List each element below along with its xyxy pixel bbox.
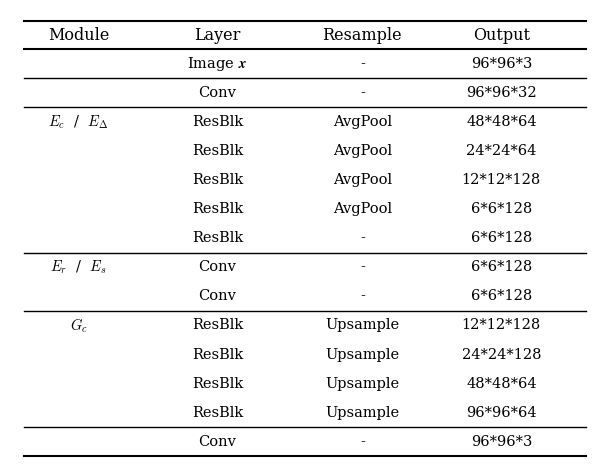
Text: $G_c$: $G_c$	[69, 316, 88, 335]
Text: Module: Module	[48, 27, 109, 44]
Text: Upsample: Upsample	[326, 406, 399, 420]
Text: ResBlk: ResBlk	[192, 202, 243, 216]
Text: 6*6*128: 6*6*128	[471, 231, 532, 245]
Text: $E_c$  /  $E_{\Delta}$: $E_c$ / $E_{\Delta}$	[48, 113, 109, 131]
Text: Conv: Conv	[199, 260, 236, 274]
Text: ResBlk: ResBlk	[192, 173, 243, 187]
Text: Layer: Layer	[194, 27, 240, 44]
Text: ResBlk: ResBlk	[192, 144, 243, 158]
Text: ResBlk: ResBlk	[192, 348, 243, 361]
Text: ResBlk: ResBlk	[192, 318, 243, 332]
Text: Image $\boldsymbol{x}$: Image $\boldsymbol{x}$	[187, 55, 248, 73]
Text: -: -	[360, 86, 365, 100]
Text: Upsample: Upsample	[326, 318, 399, 332]
Text: 48*48*64: 48*48*64	[466, 377, 536, 391]
Text: $E_r$  /  $E_s$: $E_r$ / $E_s$	[50, 258, 107, 276]
Text: ResBlk: ResBlk	[192, 406, 243, 420]
Text: -: -	[360, 231, 365, 245]
Text: -: -	[360, 289, 365, 303]
Text: AvgPool: AvgPool	[333, 115, 392, 129]
Text: 6*6*128: 6*6*128	[471, 289, 532, 303]
Text: ResBlk: ResBlk	[192, 377, 243, 391]
Text: 12*12*128: 12*12*128	[461, 173, 541, 187]
Text: AvgPool: AvgPool	[333, 202, 392, 216]
Text: 96*96*32: 96*96*32	[466, 86, 536, 100]
Text: ResBlk: ResBlk	[192, 231, 243, 245]
Text: 96*96*3: 96*96*3	[471, 435, 532, 449]
Text: -: -	[360, 260, 365, 274]
Text: 6*6*128: 6*6*128	[471, 260, 532, 274]
Text: Upsample: Upsample	[326, 348, 399, 361]
Text: 12*12*128: 12*12*128	[461, 318, 541, 332]
Text: -: -	[360, 57, 365, 71]
Text: Conv: Conv	[199, 289, 236, 303]
Text: ResBlk: ResBlk	[192, 115, 243, 129]
Text: 96*96*3: 96*96*3	[471, 57, 532, 71]
Text: 6*6*128: 6*6*128	[471, 202, 532, 216]
Text: 48*48*64: 48*48*64	[466, 115, 536, 129]
Text: -: -	[360, 435, 365, 449]
Text: Upsample: Upsample	[326, 377, 399, 391]
Text: AvgPool: AvgPool	[333, 173, 392, 187]
Text: 96*96*64: 96*96*64	[466, 406, 536, 420]
Text: Conv: Conv	[199, 435, 236, 449]
Text: 24*24*64: 24*24*64	[466, 144, 536, 158]
Text: Output: Output	[473, 27, 530, 44]
Text: 24*24*128: 24*24*128	[461, 348, 541, 361]
Text: AvgPool: AvgPool	[333, 144, 392, 158]
Text: Resample: Resample	[323, 27, 402, 44]
Text: Conv: Conv	[199, 86, 236, 100]
